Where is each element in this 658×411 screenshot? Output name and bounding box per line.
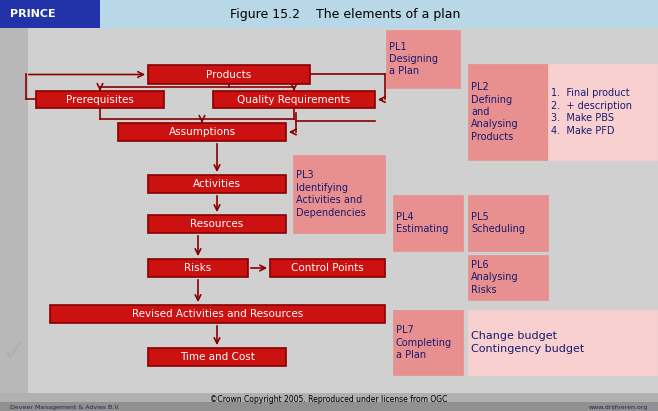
Text: Revised Activities and Resources: Revised Activities and Resources <box>132 309 303 319</box>
Text: Figure 15.2    The elements of a plan: Figure 15.2 The elements of a plan <box>230 7 461 21</box>
Text: PL3
Identifying
Activities and
Dependencies: PL3 Identifying Activities and Dependenc… <box>296 171 366 217</box>
FancyBboxPatch shape <box>0 402 658 411</box>
FancyBboxPatch shape <box>393 310 463 375</box>
FancyBboxPatch shape <box>50 305 385 323</box>
Text: PL1
Designing
a Plan: PL1 Designing a Plan <box>389 42 438 76</box>
FancyBboxPatch shape <box>386 30 460 88</box>
FancyBboxPatch shape <box>548 64 657 160</box>
FancyBboxPatch shape <box>148 175 286 193</box>
FancyBboxPatch shape <box>213 91 375 108</box>
Text: Resources: Resources <box>190 219 243 229</box>
FancyBboxPatch shape <box>468 64 548 160</box>
FancyBboxPatch shape <box>0 28 28 393</box>
Text: Quality Requirements: Quality Requirements <box>238 95 351 104</box>
FancyBboxPatch shape <box>148 65 310 84</box>
Text: Products: Products <box>207 69 251 79</box>
Text: ✓: ✓ <box>1 339 27 367</box>
FancyBboxPatch shape <box>293 155 385 233</box>
Text: Activities: Activities <box>193 179 241 189</box>
FancyBboxPatch shape <box>0 0 658 28</box>
Text: Prerequisites: Prerequisites <box>66 95 134 104</box>
Text: PL4
Estimating: PL4 Estimating <box>396 212 448 234</box>
Text: PRINCE: PRINCE <box>10 9 56 19</box>
Text: www.drijfveren.org: www.drijfveren.org <box>589 405 648 410</box>
FancyBboxPatch shape <box>468 310 657 375</box>
Text: Risks: Risks <box>184 263 212 273</box>
FancyBboxPatch shape <box>468 255 548 300</box>
FancyBboxPatch shape <box>468 195 548 251</box>
Text: 1.  Final product
2.  + description
3.  Make PBS
4.  Make PFD: 1. Final product 2. + description 3. Mak… <box>551 88 632 136</box>
Text: Control Points: Control Points <box>291 263 364 273</box>
FancyBboxPatch shape <box>393 195 463 251</box>
Text: PL5
Scheduling: PL5 Scheduling <box>471 212 525 234</box>
Text: Assumptions: Assumptions <box>168 127 236 137</box>
FancyBboxPatch shape <box>148 348 286 366</box>
Text: PL6
Analysing
Risks: PL6 Analysing Risks <box>471 260 519 295</box>
Text: Time and Cost: Time and Cost <box>180 352 255 362</box>
FancyBboxPatch shape <box>0 0 100 28</box>
FancyBboxPatch shape <box>148 259 248 277</box>
FancyBboxPatch shape <box>36 91 164 108</box>
Text: Deveer Management & Advies B.V.: Deveer Management & Advies B.V. <box>10 405 120 410</box>
FancyBboxPatch shape <box>148 215 286 233</box>
Text: ©Crown Copyright 2005. Reproduced under license from OGC: ©Crown Copyright 2005. Reproduced under … <box>211 395 447 404</box>
FancyBboxPatch shape <box>118 123 286 141</box>
Text: PL7
Completing
a Plan: PL7 Completing a Plan <box>396 325 452 360</box>
Text: Change budget
Contingency budget: Change budget Contingency budget <box>471 331 584 354</box>
FancyBboxPatch shape <box>0 393 658 411</box>
Text: PL2
Defining
and
Analysing
Products: PL2 Defining and Analysing Products <box>471 82 519 142</box>
FancyBboxPatch shape <box>270 259 385 277</box>
